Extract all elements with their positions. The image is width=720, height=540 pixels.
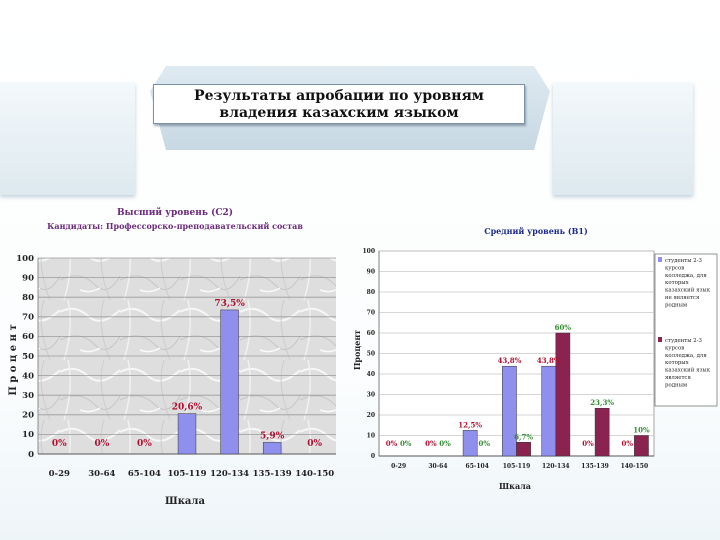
b1-data-label: 0% <box>400 439 412 448</box>
b1-data-label: 0% <box>479 439 491 448</box>
c2-data-label: 5,9% <box>260 431 285 441</box>
b1-y-axis-label: Процент <box>352 330 362 370</box>
b1-x-tick-label: 65-104 <box>466 463 489 470</box>
b1-x-tick-label: 105-119 <box>503 463 531 470</box>
b1-data-label: 0% <box>622 439 634 448</box>
c2-bar <box>262 442 282 455</box>
b1-y-tick-label: 60 <box>367 330 375 337</box>
b1-data-label: 0% <box>386 439 398 448</box>
b1-chart-title: Средний уровень (В1) <box>484 226 588 236</box>
b1-data-label: 23,3% <box>590 398 614 407</box>
b1-y-tick-labels: 0 10 20 30 40 50 60 70 80 90 100 <box>362 248 375 460</box>
b1-data-label: 0% <box>425 439 437 448</box>
slide-title-line-2: владения казахским языком <box>219 105 459 121</box>
slide-title-line-1: Результаты апробации по уровням <box>194 88 484 104</box>
c2-x-tick-label: 105-119 <box>167 469 206 479</box>
c2-data-label: 73,5% <box>214 299 245 309</box>
b1-x-axis-label: Шкала <box>499 481 531 491</box>
c2-y-tick-labels: 0 10 20 30 40 50 60 70 80 90 100 <box>16 254 34 460</box>
b1-y-tick-label: 10 <box>367 433 375 440</box>
b1-bar <box>555 332 571 457</box>
b1-y-tick-label: 100 <box>362 248 375 255</box>
b1-data-label: 43,8% <box>537 356 561 365</box>
c2-y-tick-label: 60 <box>22 332 34 342</box>
c2-y-tick-label: 50 <box>22 352 34 362</box>
c2-chart-subtitle: Кандидаты: Профессорско-преподавательски… <box>47 221 303 231</box>
c2-data-label: 0% <box>52 439 67 449</box>
b1-x-tick-labels: 0-29 30-64 65-104 105-119 120-134 135-139 140-… <box>391 463 648 470</box>
b1-bars <box>462 332 649 457</box>
slide-title: Результаты апробации по уровням владения… <box>153 84 525 124</box>
c2-data-label: 0% <box>307 439 322 449</box>
b1-legend-entry: студенты 2-3 курсов колледжа, для которых ка… <box>665 258 711 308</box>
c2-chart-title: Высший уровень (С2) <box>117 207 233 218</box>
b1-y-tick-label: 30 <box>367 392 375 399</box>
c2-bar <box>177 413 197 455</box>
c2-x-tick-label: 140-150 <box>295 469 334 479</box>
c2-bars <box>177 309 282 455</box>
decorative-panel-right <box>553 83 693 195</box>
c2-x-tick-label: 30-64 <box>88 469 115 479</box>
b1-y-tick-label: 40 <box>367 371 375 378</box>
b1-y-tick-label: 90 <box>367 269 375 276</box>
c2-y-tick-label: 40 <box>22 371 34 381</box>
b1-legend-swatch <box>658 257 662 262</box>
c2-data-label: 20,6% <box>172 403 203 413</box>
c2-y-tick-label: 100 <box>16 254 34 264</box>
b1-data-label: 0% <box>439 439 451 448</box>
b1-data-labels: 0% 0%12,5%43,8% 43,8%0% 0%0% 0% 0%6,7%60%23,3… <box>386 323 650 448</box>
c2-x-tick-label: 65-104 <box>128 469 161 479</box>
b1-y-tick-label: 50 <box>367 351 375 358</box>
c2-y-tick-label: 90 <box>22 273 34 283</box>
b1-data-label: 12,5% <box>458 420 482 429</box>
c2-bar <box>220 309 239 455</box>
c2-x-axis-label: Шкала <box>165 496 205 507</box>
c2-y-tick-label: 10 <box>22 430 34 440</box>
c2-data-label: 0% <box>94 439 109 449</box>
b1-data-label: 6,7% <box>514 432 533 441</box>
b1-x-tick-label: 0-29 <box>391 463 406 470</box>
b1-bar <box>516 442 531 457</box>
b1-bar <box>594 407 610 457</box>
c2-y-tick-label: 80 <box>22 293 34 303</box>
b1-y-tick-label: 70 <box>367 310 375 317</box>
b1-bar <box>462 430 478 457</box>
b1-data-label: 60% <box>555 323 572 332</box>
b1-y-tick-label: 20 <box>367 412 375 419</box>
b1-legend-entry: студенты 2-3 курсов колледжа, для которых ка… <box>665 338 711 388</box>
b1-data-label: 43,8% <box>498 356 522 365</box>
c2-y-tick-label: 70 <box>22 313 34 323</box>
chart-c2: 0 10 20 30 40 50 60 70 80 90 100 0% 0% 0% 20,6% 73,5% 5… <box>8 207 336 507</box>
b1-bar <box>541 365 557 457</box>
b1-y-tick-label: 0 <box>371 453 375 460</box>
c2-y-tick-label: 20 <box>22 411 34 421</box>
b1-x-tick-label: 30-64 <box>428 463 447 470</box>
b1-legend-box <box>654 253 718 407</box>
b1-x-tick-label: 120-134 <box>542 463 570 470</box>
b1-bar <box>502 365 517 457</box>
c2-x-tick-labels: 0-29 30-64 65-104 105-119 120-134 135-139 140-… <box>49 469 335 479</box>
c2-x-tick-label: 0-29 <box>49 469 70 479</box>
b1-x-tick-label: 135-139 <box>581 463 609 470</box>
b1-data-label: 10% <box>633 426 650 435</box>
c2-data-label: 0% <box>137 439 152 449</box>
decorative-panel-left <box>0 83 135 195</box>
b1-legend: студенты 2-3 курсов колледжа, для которых ка… <box>654 253 718 407</box>
c2-x-tick-label: 135-139 <box>253 469 292 479</box>
c2-y-axis-label: П р о ц е н т <box>8 324 19 395</box>
c2-y-tick-label: 0 <box>28 450 34 460</box>
c2-data-labels: 0% 0% 0% 20,6% 73,5% 5,9% 0% <box>52 299 323 449</box>
b1-x-tick-label: 140-150 <box>621 463 649 470</box>
b1-data-label: 0% <box>582 439 594 448</box>
c2-y-tick-label: 30 <box>22 391 34 401</box>
b1-bar <box>634 435 649 457</box>
b1-legend-swatch <box>658 337 662 342</box>
c2-x-tick-label: 120-134 <box>210 469 249 479</box>
b1-y-tick-label: 80 <box>367 289 375 296</box>
